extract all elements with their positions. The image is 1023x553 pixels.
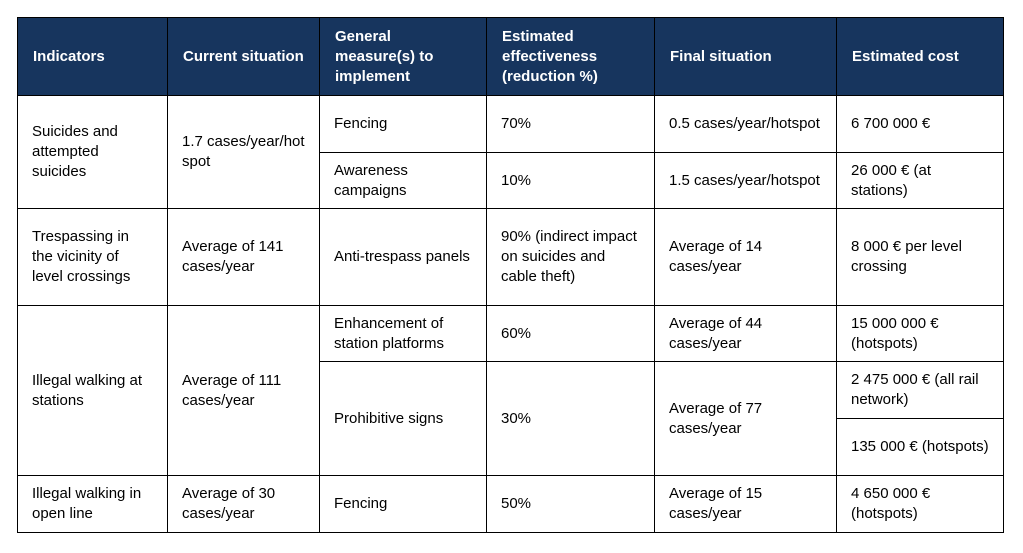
header-general-measures: General measure(s) to implement: [319, 17, 487, 96]
cost-cell: 4 650 000 € (hotspots): [836, 475, 1004, 533]
effectiveness-cell: 60%: [486, 305, 655, 362]
measure-cell: Fencing: [319, 475, 487, 533]
effectiveness-cell: 30%: [486, 361, 655, 476]
final-situation-cell: Average of 44 cases/year: [654, 305, 837, 362]
current-situation-cell: Average of 111 cases/year: [167, 305, 320, 476]
header-estimated-effectiveness: Estimated effectiveness (reduction %): [486, 17, 655, 96]
final-situation-cell: 1.5 cases/year/hotspot: [654, 152, 837, 209]
final-situation-cell: 0.5 cases/year/hotspot: [654, 95, 837, 153]
cost-cell: 15 000 000 € (hotspots): [836, 305, 1004, 362]
current-situation-cell: Average of 141 cases/year: [167, 208, 320, 306]
effectiveness-cell: 50%: [486, 475, 655, 533]
table-row: Suicides and attempted suicides 1.7 case…: [17, 95, 1004, 209]
effectiveness-cell: 90% (indirect impact on suicides and cab…: [486, 208, 655, 306]
final-situation-cell: Average of 15 cases/year: [654, 475, 837, 533]
measure-cell: Awareness campaigns: [319, 152, 487, 209]
effectiveness-cell: 10%: [486, 152, 655, 209]
header-estimated-cost: Estimated cost: [836, 17, 1004, 96]
table-row: Prohibitive signs 30% Average of 77 case…: [18, 361, 1004, 476]
indicator-cell: Illegal walking in open line: [17, 475, 168, 533]
effectiveness-cell: 70%: [486, 95, 655, 153]
cost-cell: 6 700 000 €: [836, 95, 1004, 153]
measure-cell: Fencing: [319, 95, 487, 153]
table-row: Awareness campaigns 10% 1.5 cases/year/h…: [18, 152, 1004, 209]
header-indicators: Indicators: [17, 17, 168, 96]
header-row: Indicators Current situation General mea…: [17, 17, 1004, 96]
indicator-cell: Illegal walking at stations: [17, 305, 168, 476]
final-situation-cell: Average of 77 cases/year: [654, 361, 837, 476]
table-row: Trespassing in the vicinity of level cro…: [17, 208, 1004, 306]
current-situation-cell: Average of 30 cases/year: [167, 475, 320, 533]
table-row: 135 000 € (hotspots): [18, 418, 1004, 476]
final-situation-cell: Average of 14 cases/year: [654, 208, 837, 306]
indicator-cell: Suicides and attempted suicides: [17, 95, 168, 209]
cost-cell: 8 000 € per level crossing: [836, 208, 1004, 306]
header-final-situation: Final situation: [654, 17, 837, 96]
measure-cell: Anti-trespass panels: [319, 208, 487, 306]
table-row: Illegal walking at stations Average of 1…: [17, 305, 1004, 476]
cost-cell: 135 000 € (hotspots): [836, 418, 1004, 476]
header-current-situation: Current situation: [167, 17, 320, 96]
cost-cell: 26 000 € (at stations): [836, 152, 1004, 209]
current-situation-cell: 1.7 cases/year/hotspot: [167, 95, 320, 209]
measure-cell: Enhancement of station platforms: [319, 305, 487, 362]
indicator-cell: Trespassing in the vicinity of level cro…: [17, 208, 168, 306]
cost-cell: 2 475 000 € (all rail network): [836, 361, 1004, 419]
measure-cell: Prohibitive signs: [319, 361, 487, 476]
table-row: Illegal walking in open line Average of …: [17, 475, 1004, 533]
measures-table: Indicators Current situation General mea…: [17, 17, 1004, 533]
